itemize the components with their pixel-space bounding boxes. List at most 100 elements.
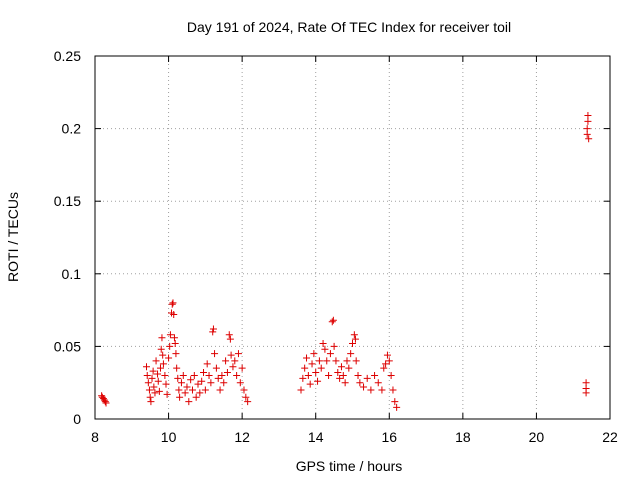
data-point [211, 350, 219, 358]
data-point [343, 357, 351, 365]
data-point [146, 393, 154, 401]
data-point [216, 386, 224, 394]
x-axis-label: GPS time / hours [296, 458, 403, 474]
data-point [201, 386, 209, 394]
data-point [584, 117, 592, 125]
data-point [159, 360, 167, 368]
data-point [334, 369, 342, 377]
data-point [151, 389, 159, 397]
data-point [383, 351, 391, 359]
x-tick-label: 8 [91, 429, 99, 445]
data-point [242, 393, 250, 401]
data-point [329, 316, 337, 324]
data-point [176, 393, 184, 401]
x-tick-label: 10 [161, 429, 177, 445]
data-point [161, 371, 169, 379]
data-point [170, 334, 178, 342]
data-point [159, 351, 167, 359]
data-point [326, 350, 334, 358]
data-point [229, 363, 237, 371]
data-point [325, 371, 333, 379]
data-point [203, 360, 211, 368]
data-point [192, 393, 200, 401]
data-point [240, 386, 248, 394]
data-point [356, 379, 364, 387]
data-point [352, 357, 360, 365]
data-point [190, 371, 198, 379]
data-point [172, 350, 180, 358]
data-point [183, 383, 191, 391]
data-point [156, 364, 164, 372]
data-point [321, 345, 329, 353]
chart-title: Day 191 of 2024, Rate Of TEC Index for r… [187, 19, 511, 35]
data-point [101, 396, 109, 404]
data-point [212, 364, 220, 372]
data-point [187, 376, 195, 384]
data-point [152, 357, 160, 365]
data-point [168, 300, 176, 308]
data-point [175, 386, 183, 394]
data-point [310, 350, 318, 358]
data-point [360, 383, 368, 391]
data-point [181, 389, 189, 397]
data-point [225, 331, 233, 339]
data-point [214, 374, 222, 382]
data-point [150, 383, 158, 391]
x-tick-label: 14 [308, 429, 324, 445]
data-point [143, 363, 150, 371]
data-point [328, 318, 336, 326]
data-point [337, 363, 345, 371]
data-point [227, 351, 235, 359]
data-point [380, 364, 388, 372]
x-tick-label: 20 [529, 429, 545, 445]
data-point [303, 354, 311, 362]
data-point [163, 390, 171, 398]
data-point [391, 398, 399, 406]
data-point [330, 342, 338, 350]
data-point [345, 364, 353, 372]
data-point [209, 328, 217, 336]
data-point [194, 380, 202, 388]
data-point [349, 339, 356, 347]
data-point [209, 325, 217, 333]
y-tick-labels: 0 0.05 0.1 0.15 0.2 0.25 [54, 48, 81, 427]
data-point [312, 369, 320, 377]
data-point [218, 371, 226, 379]
data-point [145, 386, 153, 394]
data-point [315, 357, 323, 365]
data-point [299, 374, 307, 382]
plot-frame [94, 55, 611, 420]
x-tick-label: 18 [455, 429, 471, 445]
data-point [304, 371, 312, 379]
data-point [154, 370, 162, 378]
data-point [339, 371, 347, 379]
data-point [220, 379, 228, 387]
y-tick-label: 0.25 [54, 48, 81, 64]
x-tick-label: 22 [602, 429, 618, 445]
data-point [382, 360, 390, 368]
data-point [177, 379, 185, 387]
data-point [185, 398, 193, 406]
data-point [157, 345, 165, 353]
data-point [166, 342, 174, 350]
data-point [308, 360, 316, 368]
data-point [148, 374, 156, 382]
data-point [166, 331, 174, 339]
data-point [306, 380, 314, 388]
x-tick-label: 12 [234, 429, 250, 445]
data-point [374, 379, 382, 387]
data-point [226, 335, 234, 343]
data-point [585, 135, 593, 143]
data-point [171, 339, 179, 347]
data-point [387, 371, 395, 379]
data-point [233, 371, 241, 379]
data-point [297, 386, 305, 394]
data-point [144, 379, 152, 387]
data-point [173, 364, 181, 372]
data-point [389, 386, 397, 394]
data-point [347, 350, 355, 358]
data-point [158, 334, 166, 342]
data-point [367, 386, 375, 394]
data-point [155, 387, 163, 395]
